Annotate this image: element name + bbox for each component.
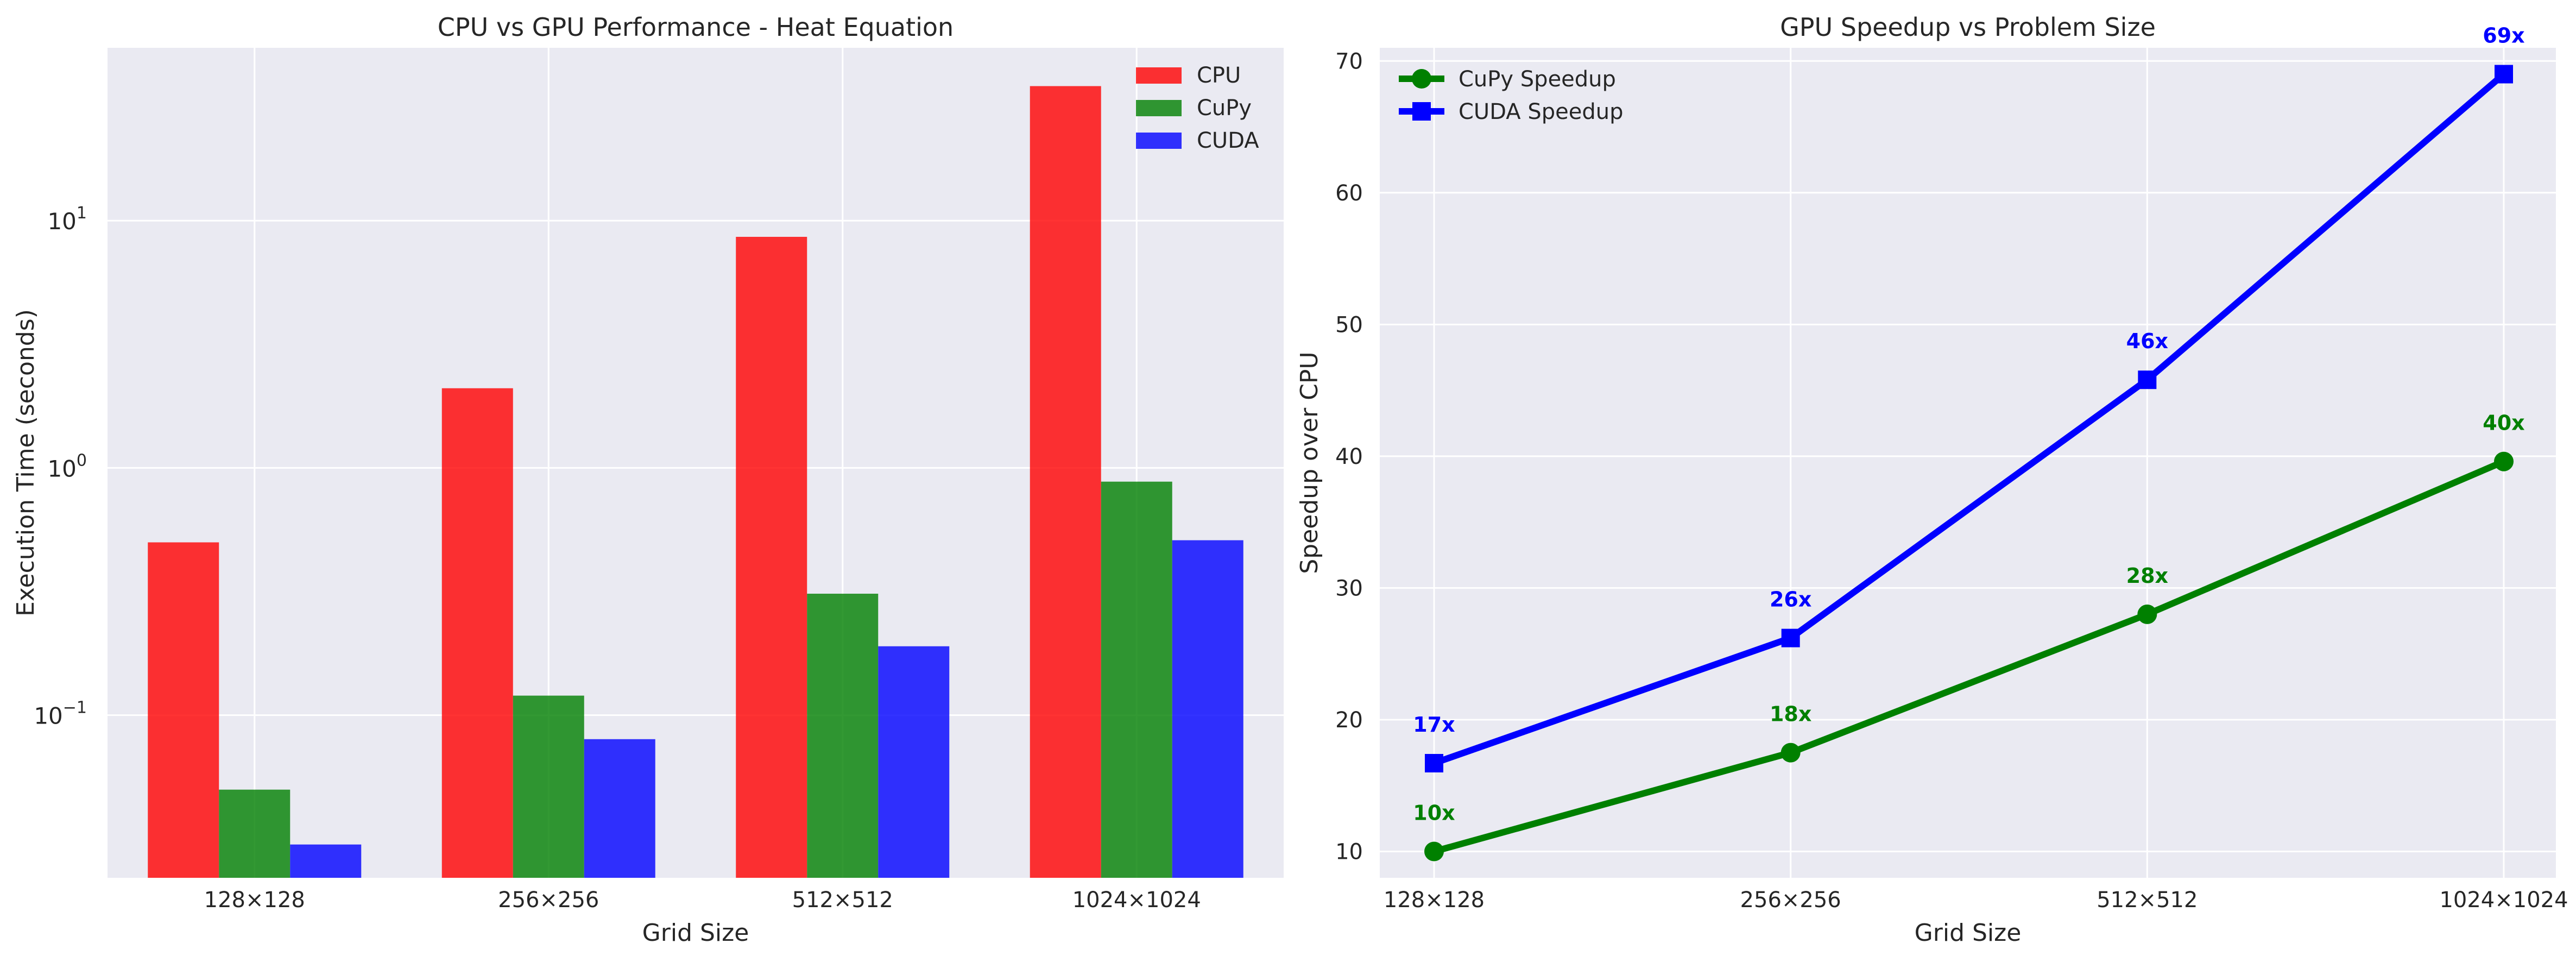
data-label-cuda-speedup-512-512: 46x: [2126, 329, 2168, 353]
bar-cupy-256-256: [513, 695, 584, 878]
bar-cuda-1024-1024: [1172, 540, 1243, 878]
data-label-cupy-speedup-256-256: 18x: [1770, 702, 1811, 726]
line-cuda-speedup: [1433, 71, 2506, 766]
gridlines: [1380, 48, 2556, 878]
legend-label-cuda: CUDA: [1197, 128, 1259, 153]
y-tick-label: 50: [1335, 312, 1363, 337]
bars: [148, 86, 1243, 878]
bar-cuda-256-256: [584, 739, 655, 878]
x-tick-labels: 128×128 256×256 512×512 1024×1024: [1384, 888, 2568, 913]
x-axis-label: Grid Size: [642, 919, 749, 947]
line-cupy-speedup: [1433, 458, 2505, 855]
bar-cupy-512-512: [807, 593, 879, 878]
y-tick-exponent: 1: [77, 204, 87, 223]
y-tick-label: 100: [47, 451, 87, 482]
y-tick-label: 20: [1335, 708, 1363, 733]
x-tick-label: 256×256: [1740, 888, 1841, 913]
y-tick-label: 10−1: [34, 699, 87, 730]
data-label-cuda-speedup-128-128: 17x: [1413, 713, 1455, 737]
legend-label-cupy-speedup: CuPy Speedup: [1459, 67, 1616, 92]
marker-cuda-speedup-256-256: [1781, 628, 1800, 647]
legend-swatch-cuda: [1136, 133, 1182, 149]
y-tick-label: 101: [47, 204, 87, 235]
y-tick-base: 10: [34, 703, 62, 730]
x-tick-label: 512×512: [792, 888, 893, 913]
legend: CuPy Speedup CUDA Speedup: [1399, 67, 1624, 124]
data-label-cupy-speedup-1024-1024: 40x: [2483, 411, 2524, 435]
legend-marker-cupy-speedup: [1412, 69, 1431, 89]
x-tick-label: 128×128: [204, 888, 305, 913]
y-axis-label: Execution Time (seconds): [12, 309, 40, 617]
bar-cpu-512-512: [736, 237, 807, 878]
legend-swatch-cpu: [1136, 67, 1182, 84]
marker-cupy-speedup-128-128: [1424, 841, 1444, 862]
x-axis-label: Grid Size: [1915, 919, 2022, 947]
y-tick-base: 10: [47, 208, 76, 235]
y-tick-label: 10: [1335, 839, 1363, 864]
marker-cuda-speedup-512-512: [2138, 370, 2157, 389]
y-tick-exponent: 0: [77, 451, 87, 470]
y-tick-label: 30: [1335, 576, 1363, 601]
y-tick-label: 60: [1335, 181, 1363, 206]
plot-area: [1380, 48, 2556, 878]
legend-swatch-cupy: [1136, 100, 1182, 116]
x-tick-label: 256×256: [498, 888, 599, 913]
legend: CPU CuPy CUDA: [1136, 63, 1259, 153]
x-tick-labels: 128×128 256×256 512×512 1024×1024: [204, 888, 1201, 913]
data-label-cupy-speedup-512-512: 28x: [2126, 564, 2168, 588]
y-tick-label: 40: [1335, 444, 1363, 469]
y-tick-exponent: −1: [63, 699, 87, 718]
marker-cupy-speedup-1024-1024: [2494, 451, 2514, 471]
marker-cupy-speedup-256-256: [1781, 743, 1801, 763]
legend-label-cuda-speedup: CUDA Speedup: [1459, 99, 1624, 124]
legend-marker-cuda-speedup: [1412, 102, 1431, 121]
data-label-cupy-speedup-128-128: 10x: [1413, 801, 1455, 825]
bar-cpu-256-256: [441, 388, 513, 878]
bar-cuda-512-512: [878, 646, 950, 878]
y-axis-label: Speedup over CPU: [1296, 351, 1323, 574]
data-label-cuda-speedup-256-256: 26x: [1770, 588, 1811, 612]
marker-cuda-speedup-128-128: [1425, 753, 1443, 772]
chart-title: GPU Speedup vs Problem Size: [1780, 12, 2156, 42]
bar-cupy-1024-1024: [1101, 481, 1172, 878]
x-tick-label: 512×512: [2097, 888, 2198, 913]
x-tick-label: 1024×1024: [2439, 888, 2568, 913]
bar-cpu-128-128: [148, 542, 219, 878]
y-tick-labels: 10 20 30 40 50 60 70: [1335, 49, 1363, 864]
y-tick-base: 10: [47, 455, 76, 482]
bar-cuda-128-128: [290, 844, 362, 878]
x-tick-label: 1024×1024: [1072, 888, 1201, 913]
bar-cpu-1024-1024: [1030, 86, 1101, 878]
y-tick-label: 70: [1335, 49, 1363, 74]
legend-label-cpu: CPU: [1197, 63, 1241, 88]
marker-cuda-speedup-1024-1024: [2495, 65, 2513, 84]
legend-label-cupy: CuPy: [1197, 96, 1252, 121]
chart-title: CPU vs GPU Performance - Heat Equation: [438, 12, 954, 42]
data-label-cuda-speedup-1024-1024: 69x: [2483, 24, 2524, 48]
bar-cupy-128-128: [219, 789, 291, 878]
series-lines: 10x 18x 28x 40x 17x 26x 46x 69x: [1413, 24, 2525, 862]
marker-cupy-speedup-512-512: [2137, 604, 2157, 624]
x-tick-label: 128×128: [1384, 888, 1485, 913]
